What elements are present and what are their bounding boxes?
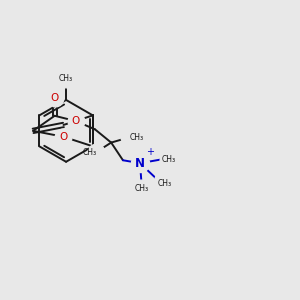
Text: O: O (59, 132, 68, 142)
Text: +: + (146, 147, 154, 157)
Text: CH₃: CH₃ (158, 178, 172, 188)
Text: CH₃: CH₃ (134, 184, 148, 193)
Text: O: O (50, 92, 59, 103)
Text: CH₃: CH₃ (59, 74, 73, 83)
Text: CH₃: CH₃ (82, 148, 96, 157)
Text: CH₃: CH₃ (161, 155, 176, 164)
Text: CH₃: CH₃ (129, 133, 143, 142)
Text: O: O (72, 116, 80, 126)
Text: N: N (135, 157, 145, 170)
